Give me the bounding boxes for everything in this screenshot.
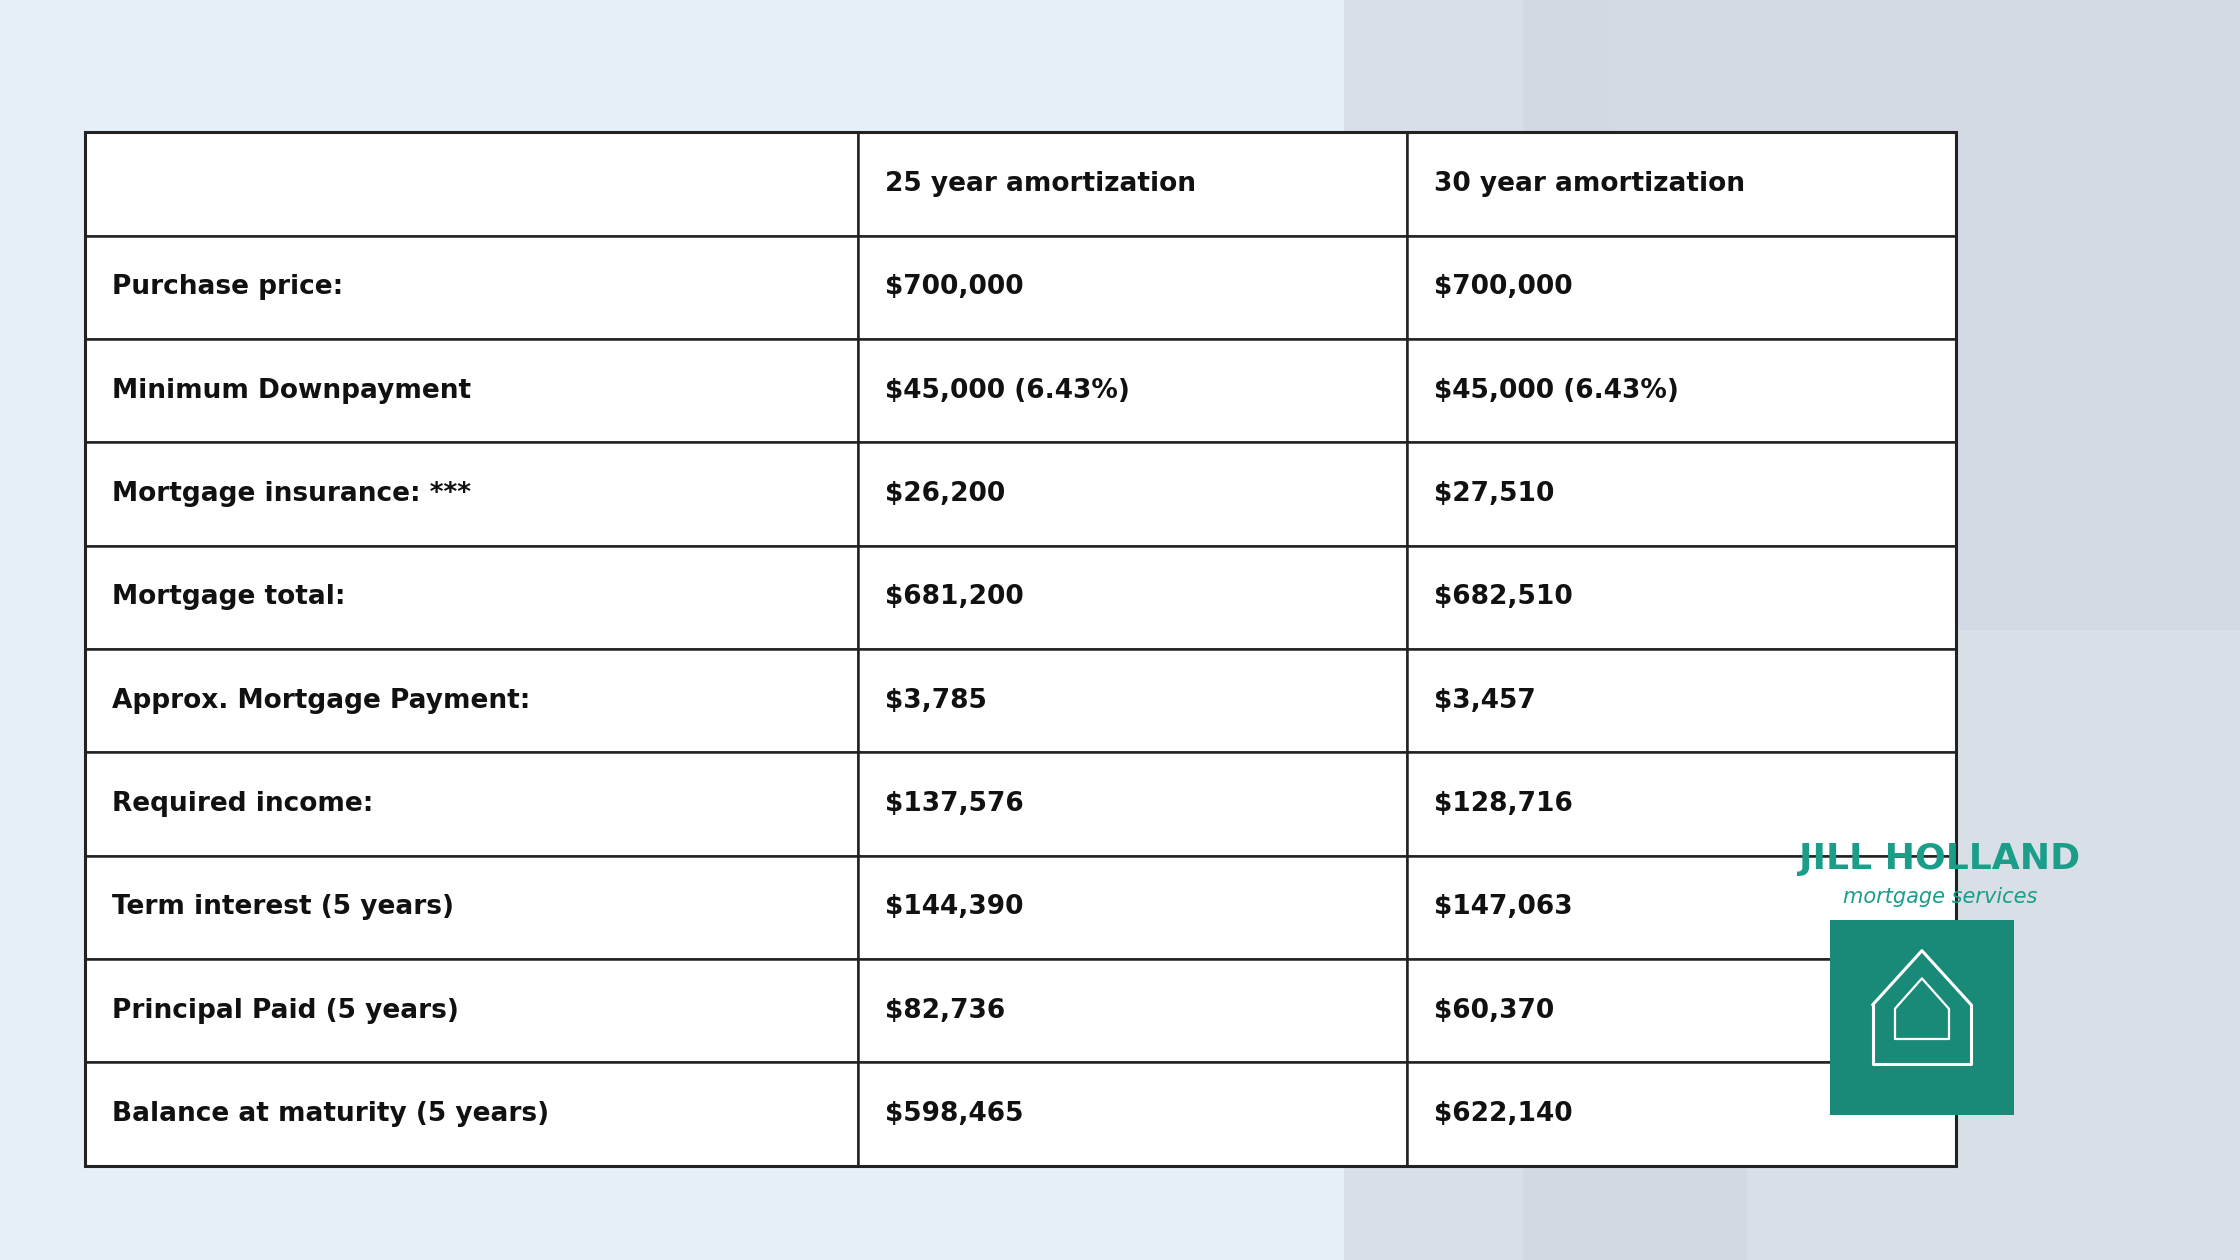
- Bar: [858, 236, 1407, 339]
- Text: Required income:: Required income:: [112, 791, 374, 816]
- Text: $700,000: $700,000: [885, 275, 1024, 300]
- Text: $622,140: $622,140: [1434, 1101, 1572, 1126]
- Text: Minimum Downpayment: Minimum Downpayment: [112, 378, 470, 403]
- Bar: [858, 546, 1407, 649]
- Text: $128,716: $128,716: [1434, 791, 1572, 816]
- Text: $3,457: $3,457: [1434, 688, 1534, 713]
- Bar: [858, 856, 1407, 959]
- Text: $598,465: $598,465: [885, 1101, 1024, 1126]
- Bar: [85, 546, 858, 649]
- Text: $45,000 (6.43%): $45,000 (6.43%): [1434, 378, 1678, 403]
- Text: $27,510: $27,510: [1434, 481, 1555, 507]
- Text: 30 year amortization: 30 year amortization: [1434, 171, 1745, 197]
- Text: Balance at maturity (5 years): Balance at maturity (5 years): [112, 1101, 549, 1126]
- Text: $3,785: $3,785: [885, 688, 986, 713]
- Text: $144,390: $144,390: [885, 895, 1024, 920]
- Text: Mortgage insurance: ***: Mortgage insurance: ***: [112, 481, 470, 507]
- Text: Purchase price:: Purchase price:: [112, 275, 343, 300]
- Bar: [1407, 546, 1956, 649]
- Bar: [85, 649, 858, 752]
- Bar: [1407, 959, 1956, 1062]
- Bar: [858, 959, 1407, 1062]
- Text: $26,200: $26,200: [885, 481, 1006, 507]
- Text: $82,736: $82,736: [885, 998, 1006, 1023]
- Text: Term interest (5 years): Term interest (5 years): [112, 895, 455, 920]
- Text: $45,000 (6.43%): $45,000 (6.43%): [885, 378, 1129, 403]
- Bar: [1344, 0, 2240, 1260]
- Bar: [1613, 0, 2240, 882]
- Text: mortgage services: mortgage services: [1844, 887, 2036, 907]
- Text: $682,510: $682,510: [1434, 585, 1572, 610]
- Bar: [1407, 236, 1956, 339]
- Bar: [0, 0, 1613, 1260]
- Text: $700,000: $700,000: [1434, 275, 1572, 300]
- Bar: [85, 132, 1956, 1166]
- Bar: [1523, 0, 2240, 1260]
- Bar: [1747, 630, 2240, 1260]
- Text: 25 year amortization: 25 year amortization: [885, 171, 1196, 197]
- Bar: [1407, 132, 1956, 236]
- Text: Mortgage total:: Mortgage total:: [112, 585, 345, 610]
- Bar: [858, 339, 1407, 442]
- Bar: [85, 959, 858, 1062]
- Text: Principal Paid (5 years): Principal Paid (5 years): [112, 998, 459, 1023]
- Bar: [1407, 752, 1956, 856]
- Bar: [858, 1062, 1407, 1166]
- Text: $60,370: $60,370: [1434, 998, 1555, 1023]
- Bar: [85, 442, 858, 546]
- Text: $147,063: $147,063: [1434, 895, 1572, 920]
- Text: Approx. Mortgage Payment:: Approx. Mortgage Payment:: [112, 688, 531, 713]
- Bar: [85, 132, 858, 236]
- Bar: [858, 752, 1407, 856]
- Text: $681,200: $681,200: [885, 585, 1024, 610]
- Bar: [858, 442, 1407, 546]
- Bar: [85, 752, 858, 856]
- Bar: [1407, 649, 1956, 752]
- Bar: [85, 856, 858, 959]
- Bar: [1407, 1062, 1956, 1166]
- Text: $137,576: $137,576: [885, 791, 1024, 816]
- Bar: [85, 339, 858, 442]
- Text: JILL HOLLAND: JILL HOLLAND: [1799, 843, 2081, 876]
- Bar: [1407, 856, 1956, 959]
- Bar: [85, 1062, 858, 1166]
- Bar: [858, 649, 1407, 752]
- Bar: [1407, 442, 1956, 546]
- Bar: [858, 132, 1407, 236]
- Bar: [1830, 920, 2014, 1115]
- Bar: [85, 236, 858, 339]
- Bar: [1407, 339, 1956, 442]
